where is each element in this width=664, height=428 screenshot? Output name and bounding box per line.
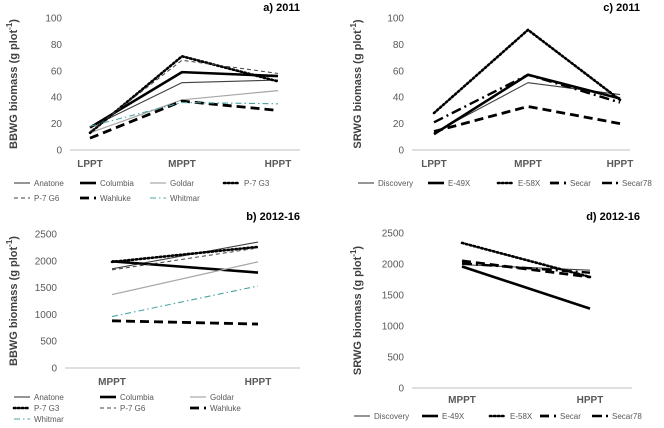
legend-label: Whitmar bbox=[34, 415, 64, 424]
legend-label: E-49X bbox=[442, 412, 465, 421]
legend: Discovery E-49X E-58X Secar Secar78 bbox=[358, 179, 652, 188]
chart-title: d) 2012-16 bbox=[586, 211, 640, 223]
legend-label: P-7 G6 bbox=[120, 404, 146, 413]
legend-label: P-7 G6 bbox=[34, 194, 60, 203]
y-tick-label: 20 bbox=[393, 119, 405, 130]
chart-panel-a: 0 20 40 60 80 100 LPPT MPPT HPPT BBWG biomass (g … bbox=[5, 2, 300, 203]
y-tick-label: 1000 bbox=[382, 322, 405, 333]
legend-label: Secar bbox=[570, 179, 591, 188]
series-line-secar78 bbox=[433, 73, 621, 124]
legend-label: Whitmar bbox=[170, 194, 200, 203]
series-line-p-7-g3 bbox=[88, 54, 280, 135]
legend-label: Secar bbox=[560, 412, 581, 421]
y-tick-label: 60 bbox=[51, 66, 63, 77]
legend-label: Wahluke bbox=[210, 404, 241, 413]
y-tick-label: 1500 bbox=[382, 291, 405, 302]
y-tick-label: 2500 bbox=[382, 229, 405, 240]
y-tick-label: 1000 bbox=[35, 310, 58, 321]
y-axis-label: BBWG biomass (g plot-1) bbox=[5, 236, 20, 366]
legend-label: Secar78 bbox=[612, 412, 642, 421]
legend: Anatone Columbia Goldar P-7 G3 P-7 G6 Wahluke… bbox=[14, 179, 270, 203]
legend: Discovery E-49X E-58X Secar Secar78 bbox=[354, 412, 642, 421]
legend-label: P-7 G3 bbox=[244, 179, 270, 188]
legend-label: Goldar bbox=[170, 179, 194, 188]
series-line-wahluke bbox=[89, 99, 279, 140]
series-line-secar78 bbox=[461, 262, 591, 274]
y-tick-label: 80 bbox=[51, 40, 63, 51]
legend-label: Columbia bbox=[120, 393, 154, 402]
x-category-label: MPPT bbox=[514, 159, 542, 170]
y-tick-label: 1500 bbox=[35, 283, 58, 294]
legend-label: E-49X bbox=[448, 179, 471, 188]
chart-title: b) 2012-16 bbox=[246, 211, 300, 223]
x-category-label: HPPT bbox=[607, 159, 634, 170]
series-line-goldar bbox=[111, 261, 259, 296]
y-tick-label: 0 bbox=[398, 384, 404, 395]
x-category-label: MPPT bbox=[168, 159, 196, 170]
x-category-label: HPPT bbox=[577, 395, 604, 406]
chart-title: a) 2011 bbox=[263, 2, 300, 14]
series-line-wahluke bbox=[111, 319, 259, 326]
series-line-whitmar bbox=[111, 285, 259, 318]
legend-label: Anatone bbox=[34, 393, 64, 402]
series-line-columbia bbox=[89, 70, 279, 129]
y-tick-label: 2000 bbox=[35, 256, 58, 267]
legend-label: Discovery bbox=[374, 412, 409, 421]
series-line-e-49x bbox=[461, 265, 591, 310]
y-tick-label: 0 bbox=[51, 364, 57, 375]
series-line-whitmar bbox=[89, 101, 279, 127]
x-category-label: HPPT bbox=[245, 377, 272, 388]
series-line-columbia bbox=[111, 260, 259, 274]
y-tick-label: 40 bbox=[393, 93, 405, 104]
legend-label: Goldar bbox=[210, 393, 234, 402]
y-tick-label: 100 bbox=[45, 14, 62, 25]
series-line-p-7-g6 bbox=[89, 59, 279, 132]
y-tick-label: 0 bbox=[398, 146, 404, 157]
legend-label: E-58X bbox=[518, 179, 541, 188]
x-category-label: MPPT bbox=[98, 377, 126, 388]
y-tick-label: 20 bbox=[51, 119, 63, 130]
y-tick-label: 500 bbox=[387, 353, 404, 364]
legend-label: Wahluke bbox=[100, 194, 131, 203]
chart-panel-d: 0 500 1000 1500 2000 2500 MPPT HPPT SRWG biomass… bbox=[349, 211, 642, 421]
y-tick-label: 40 bbox=[51, 93, 63, 104]
x-category-label: LPPT bbox=[77, 159, 103, 170]
y-axis-label: SRWG biomass (g plot-1) bbox=[349, 19, 364, 148]
y-tick-label: 2500 bbox=[35, 230, 58, 241]
legend-label: Anatone bbox=[34, 179, 64, 188]
chart-title: c) 2011 bbox=[603, 2, 640, 14]
y-tick-label: 2000 bbox=[382, 260, 405, 271]
y-axis-label: SRWG biomass (g plot-1) bbox=[349, 246, 364, 375]
legend: Anatone Columbia Goldar P-7 G3 P-7 G6 Wahluke… bbox=[12, 393, 241, 424]
y-tick-label: 500 bbox=[40, 337, 57, 348]
legend-label: Columbia bbox=[100, 179, 134, 188]
y-tick-label: 0 bbox=[56, 146, 62, 157]
series-line-secar bbox=[433, 105, 621, 133]
series-line-p-7-g3 bbox=[110, 245, 260, 264]
chart-panel-c: 0 20 40 60 80 100 LPPT MPPT HPPT SRWG biomass (g … bbox=[349, 2, 652, 188]
legend-label: Discovery bbox=[378, 179, 413, 188]
y-axis-label: BBWG biomass (g plot-1) bbox=[5, 19, 20, 149]
series-line-e-58x bbox=[432, 28, 622, 115]
y-tick-label: 100 bbox=[387, 14, 404, 25]
y-tick-label: 60 bbox=[393, 66, 405, 77]
legend-label: Secar78 bbox=[622, 179, 652, 188]
x-category-label: LPPT bbox=[421, 159, 447, 170]
x-category-label: MPPT bbox=[448, 395, 476, 406]
series-line-p-7-g6 bbox=[111, 247, 259, 271]
x-category-label: HPPT bbox=[265, 159, 292, 170]
legend-label: E-58X bbox=[510, 412, 533, 421]
legend-label: P-7 G3 bbox=[34, 404, 60, 413]
y-tick-label: 80 bbox=[393, 40, 405, 51]
series-line-anatone bbox=[89, 79, 279, 129]
chart-panel-b: 0 500 1000 1500 2000 2500 MPPT HPPT BBWG biomass… bbox=[5, 211, 300, 424]
